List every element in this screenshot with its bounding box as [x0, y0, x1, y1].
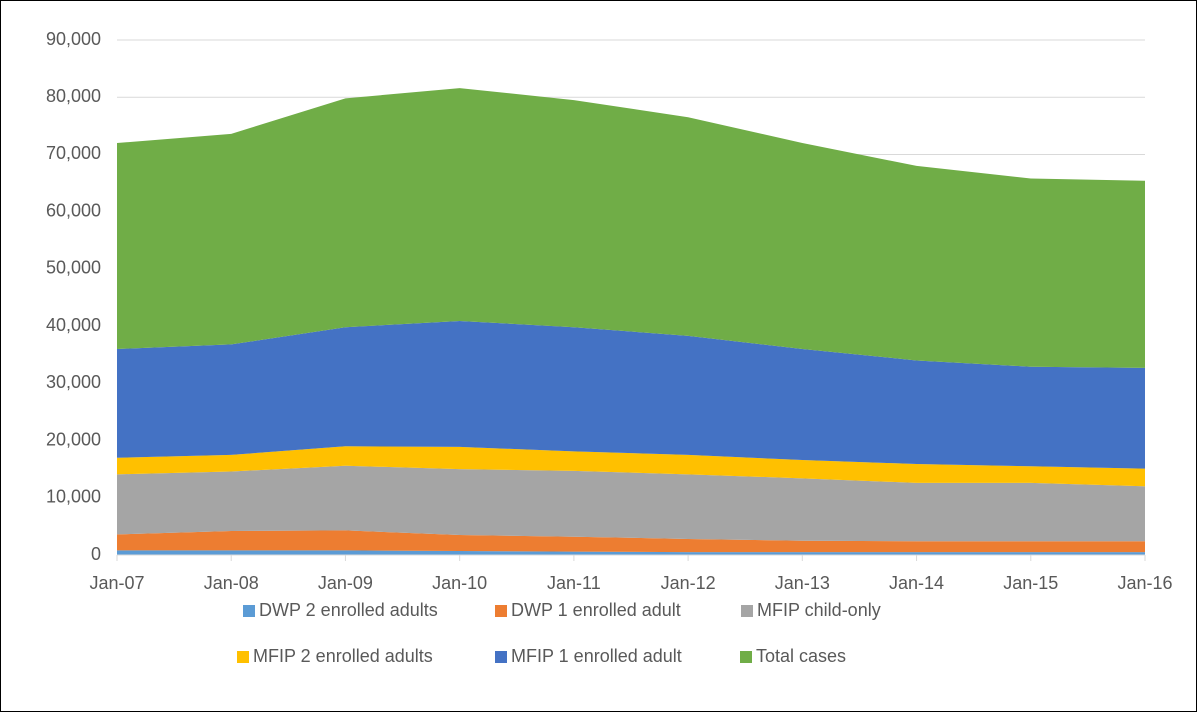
x-tick-label: Jan-07 — [89, 573, 144, 593]
legend-swatch — [741, 605, 753, 617]
legend-label: MFIP 2 enrolled adults — [253, 646, 433, 666]
x-tick-label: Jan-14 — [889, 573, 944, 593]
area — [117, 320, 1145, 469]
legend-swatch — [495, 651, 507, 663]
y-tick-label: 70,000 — [46, 143, 101, 163]
y-tick-label: 20,000 — [46, 429, 101, 449]
legend-swatch — [495, 605, 507, 617]
y-tick-label: 0 — [91, 544, 101, 564]
legend-label: DWP 2 enrolled adults — [259, 600, 438, 620]
area — [117, 465, 1145, 542]
legend-swatch — [740, 651, 752, 663]
area — [117, 530, 1145, 553]
area — [117, 88, 1145, 368]
area — [117, 550, 1145, 555]
x-tick-label: Jan-09 — [318, 573, 373, 593]
y-tick-label: 60,000 — [46, 200, 101, 220]
legend-label: Total cases — [756, 646, 846, 666]
legend-swatch — [237, 651, 249, 663]
x-tick-label: Jan-12 — [661, 573, 716, 593]
y-tick-label: 10,000 — [46, 487, 101, 507]
y-tick-label: 80,000 — [46, 86, 101, 106]
x-tick-label: Jan-08 — [204, 573, 259, 593]
area — [117, 446, 1145, 487]
x-tick-label: Jan-13 — [775, 573, 830, 593]
y-tick-label: 40,000 — [46, 315, 101, 335]
legend-label: MFIP child-only — [757, 600, 881, 620]
legend-swatch — [243, 605, 255, 617]
y-tick-label: 50,000 — [46, 258, 101, 278]
y-tick-label: 90,000 — [46, 29, 101, 49]
y-tick-label: 30,000 — [46, 372, 101, 392]
legend-label: MFIP 1 enrolled adult — [511, 646, 682, 666]
x-tick-label: Jan-15 — [1003, 573, 1058, 593]
legend-label: DWP 1 enrolled adult — [511, 600, 681, 620]
x-tick-label: Jan-10 — [432, 573, 487, 593]
x-tick-label: Jan-16 — [1117, 573, 1172, 593]
x-tick-label: Jan-11 — [547, 573, 601, 593]
